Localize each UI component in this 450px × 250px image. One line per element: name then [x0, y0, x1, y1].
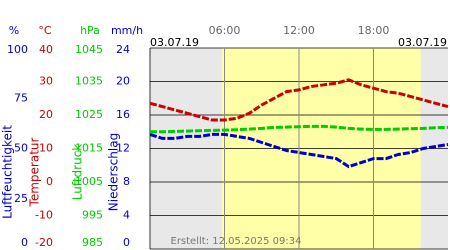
x-tick-label: 18:00 — [358, 24, 390, 37]
y-tick-label: 100 — [7, 43, 28, 56]
y-tick-label: 1025 — [75, 108, 103, 121]
y-tick-label: -10 — [35, 209, 53, 222]
y-tick-label: 40 — [39, 43, 53, 56]
axis-title: Luftfeuchtigkeit — [1, 125, 15, 219]
y-tick-label: 8 — [123, 175, 130, 188]
y-tick-label: 20 — [39, 108, 53, 121]
axis-title: Luftdruck — [71, 144, 85, 201]
end-date: 03.07.19 — [398, 36, 447, 49]
y-tick-label: 0 — [46, 175, 53, 188]
y-tick-label: -20 — [35, 236, 53, 249]
axis-unit: % — [9, 24, 19, 37]
y-tick-label: 0 — [21, 236, 28, 249]
axis-title: Niederschlag — [107, 133, 121, 211]
y-tick-label: 995 — [82, 209, 103, 222]
y-tick-label: 10 — [39, 142, 53, 155]
axis-unit: mm/h — [111, 24, 143, 37]
start-date: 03.07.19 — [150, 36, 199, 49]
axis-title: Temperatur — [28, 137, 42, 207]
y-tick-label: 12 — [116, 142, 130, 155]
y-tick-label: 75 — [14, 91, 28, 104]
y-tick-label: 20 — [116, 75, 130, 88]
y-tick-label: 985 — [82, 236, 103, 249]
x-tick-label: 12:00 — [283, 24, 315, 37]
y-tick-label: 24 — [116, 43, 130, 56]
y-tick-label: 1015 — [75, 142, 103, 155]
x-tick-label: 06:00 — [209, 24, 241, 37]
series-line — [150, 124, 449, 134]
created-note: Erstellt: 12.05.2025 09:34 — [171, 236, 302, 247]
y-tick-label: 1035 — [75, 75, 103, 88]
y-tick-label: 1045 — [75, 43, 103, 56]
y-tick-label: 30 — [39, 75, 53, 88]
series-line — [149, 132, 449, 169]
y-tick-label: 25 — [14, 192, 28, 205]
axis-unit: hPa — [80, 24, 100, 37]
series-line — [149, 78, 449, 122]
y-tick-label: 50 — [14, 142, 28, 155]
axis-unit: °C — [38, 24, 52, 37]
y-tick-label: 0 — [123, 236, 130, 249]
y-tick-label: 1005 — [75, 175, 103, 188]
y-tick-label: 16 — [116, 108, 130, 121]
y-tick-label: 4 — [123, 209, 130, 222]
